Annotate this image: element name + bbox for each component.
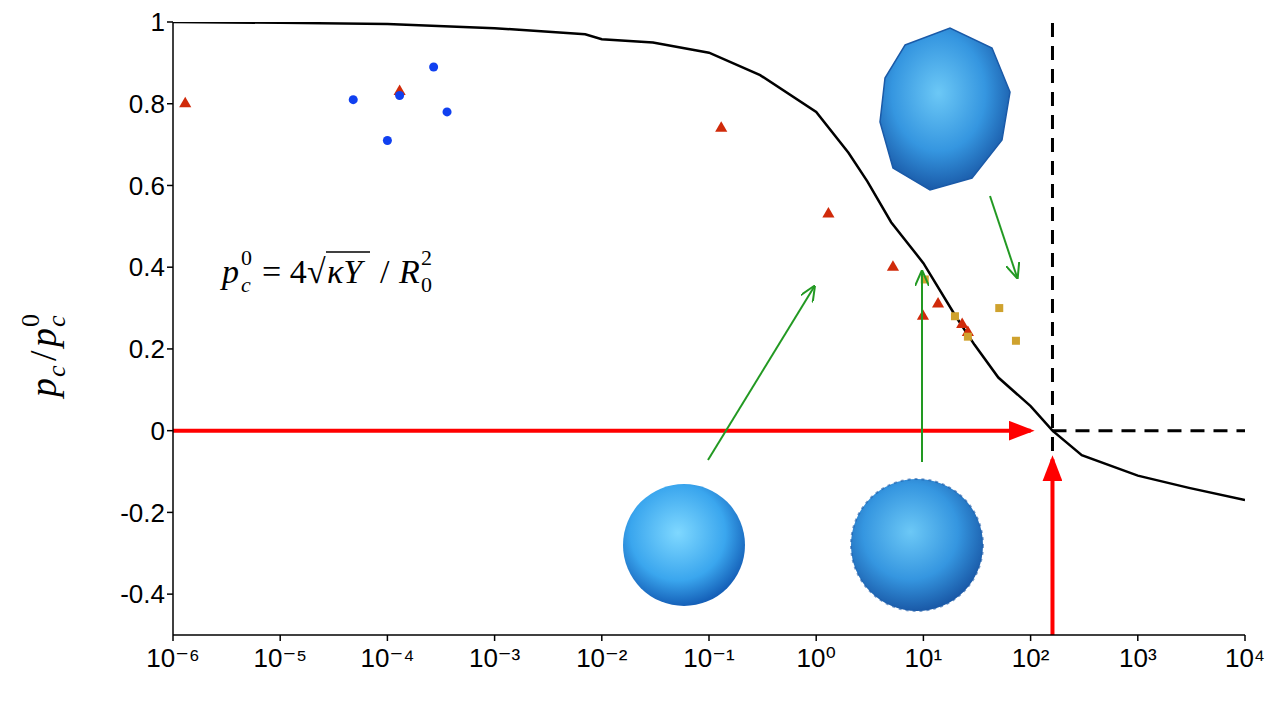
svg-text:10⁻²: 10⁻² <box>576 643 628 673</box>
svg-text:10⁰: 10⁰ <box>797 643 836 673</box>
svg-text:10³: 10³ <box>1119 643 1157 673</box>
svg-text:c: c <box>42 365 71 377</box>
svg-text:= 4: = 4 <box>262 253 307 290</box>
svg-text:R: R <box>398 253 420 290</box>
svg-text:10⁻⁶: 10⁻⁶ <box>146 643 199 673</box>
svg-text:10²: 10² <box>1012 643 1050 673</box>
svg-text:κY: κY <box>327 253 365 290</box>
svg-text:c: c <box>42 315 71 327</box>
svg-text:0: 0 <box>241 245 252 270</box>
svg-text:10⁻³: 10⁻³ <box>469 643 521 673</box>
svg-text:0.8: 0.8 <box>129 89 165 119</box>
svg-text:√: √ <box>307 253 326 290</box>
svg-text:-0.4: -0.4 <box>120 579 165 609</box>
svg-text:0: 0 <box>151 416 165 446</box>
svg-text:0: 0 <box>421 272 432 297</box>
svg-text:10¹: 10¹ <box>905 643 943 673</box>
svg-text:2: 2 <box>421 245 432 270</box>
svg-text:p: p <box>22 328 64 350</box>
svg-text:10⁻⁴: 10⁻⁴ <box>360 643 414 673</box>
svg-text:/: / <box>380 253 390 290</box>
svg-text:0.6: 0.6 <box>129 171 165 201</box>
svg-text:-0.2: -0.2 <box>120 498 165 528</box>
svg-text:p: p <box>220 253 239 290</box>
svg-text:0: 0 <box>16 314 45 327</box>
svg-text:10⁻¹: 10⁻¹ <box>683 643 735 673</box>
svg-text:0.2: 0.2 <box>129 334 165 364</box>
svg-text:10⁻⁵: 10⁻⁵ <box>253 643 306 673</box>
svg-text:/: / <box>22 350 64 361</box>
svg-text:0.4: 0.4 <box>129 252 165 282</box>
svg-text:1: 1 <box>151 7 165 37</box>
svg-text:10⁴: 10⁴ <box>1225 643 1265 673</box>
svg-text:p: p <box>22 378 64 400</box>
svg-text:c: c <box>241 272 251 297</box>
